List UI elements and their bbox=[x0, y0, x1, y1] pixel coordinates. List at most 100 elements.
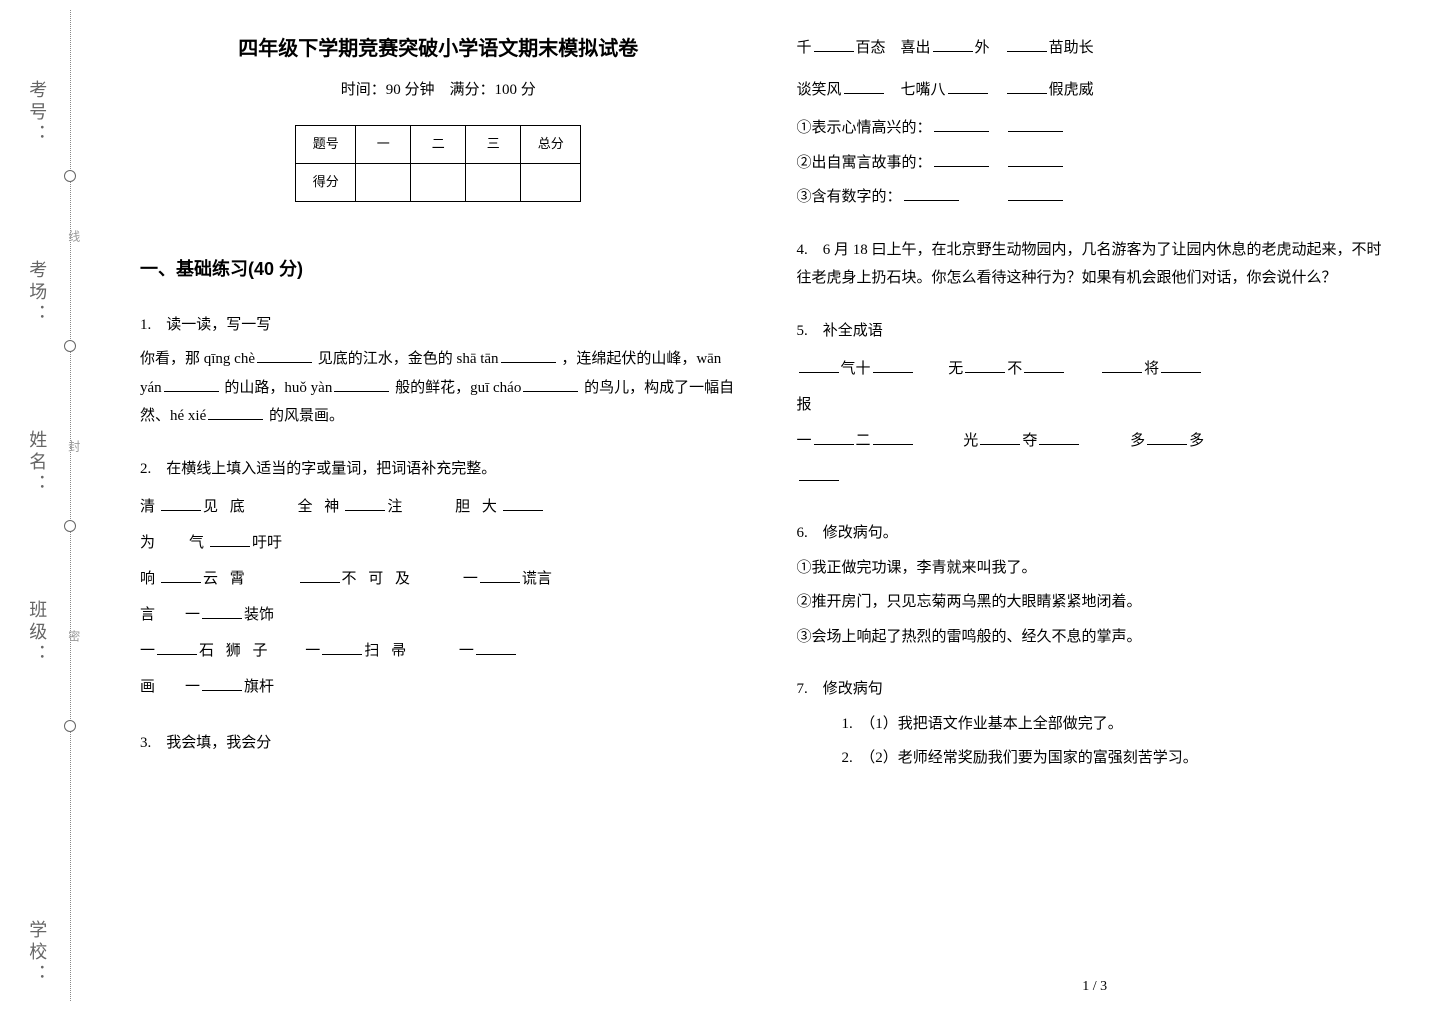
blank bbox=[1039, 427, 1079, 445]
side-label-name: 姓名： bbox=[20, 430, 54, 496]
w: 夺 bbox=[1022, 433, 1037, 449]
cut-word-xian: 线 bbox=[62, 230, 85, 244]
side-label-room: 考场： bbox=[20, 260, 54, 326]
opt-label: ③含有数字的： bbox=[797, 189, 902, 205]
page-body: 四年级下学期竞赛突破小学语文期末模拟试卷 时间：90 分钟 满分：100 分 题… bbox=[100, 0, 1433, 1011]
w: 云 霄 bbox=[203, 571, 249, 587]
q-body: 6 月 18 曰上午，在北京野生动物园内，几名游客为了让园内休息的老虎动起来，不… bbox=[797, 242, 1382, 287]
w: 气 bbox=[189, 535, 208, 551]
score-table: 题号 一 二 三 总分 得分 bbox=[295, 125, 581, 202]
exam-subtitle: 时间：90 分钟 满分：100 分 bbox=[140, 76, 737, 105]
gutter-circle bbox=[64, 720, 76, 732]
q-num: 5. bbox=[797, 323, 808, 339]
w: 为 bbox=[140, 535, 159, 551]
score-col: 二 bbox=[411, 125, 466, 163]
side-label-school: 学校： bbox=[20, 920, 54, 986]
w: 报 bbox=[797, 397, 812, 413]
w: 响 bbox=[140, 571, 159, 587]
blank bbox=[1008, 149, 1063, 167]
w: 画 bbox=[140, 679, 155, 695]
blank bbox=[210, 529, 250, 547]
q-num: 4. bbox=[797, 242, 808, 258]
w: 苗助长 bbox=[1049, 40, 1094, 56]
blank bbox=[1161, 355, 1201, 373]
blank bbox=[501, 345, 556, 363]
w: 不 bbox=[1007, 361, 1022, 377]
q1-text: 般的鲜花，guī cháo bbox=[395, 380, 521, 396]
q-num: 2. bbox=[140, 461, 151, 477]
dotted-cut-line bbox=[70, 10, 71, 1001]
w: 百态 喜出 bbox=[856, 40, 931, 56]
q-stem: 修改病句。 bbox=[823, 525, 898, 541]
sub-num: 2. bbox=[842, 750, 853, 766]
side-label-examno: 考号： bbox=[20, 80, 54, 146]
gutter-circle bbox=[64, 340, 76, 352]
w: 谈笑风 bbox=[797, 82, 842, 98]
q-stem: 修改病句 bbox=[823, 681, 883, 697]
w: 一 bbox=[459, 643, 474, 659]
blank bbox=[202, 673, 242, 691]
blank bbox=[345, 493, 385, 511]
blank bbox=[480, 565, 520, 583]
blank bbox=[965, 355, 1005, 373]
score-cell bbox=[411, 163, 466, 201]
question-4: 4. 6 月 18 曰上午，在北京野生动物园内，几名游客为了让园内休息的老虎动起… bbox=[797, 236, 1394, 299]
blank bbox=[164, 374, 219, 392]
blank bbox=[873, 427, 913, 445]
w: 胆 大 bbox=[455, 499, 501, 515]
q1-text: 的山路，huǒ yàn bbox=[224, 380, 332, 396]
w: 一 bbox=[463, 571, 478, 587]
question-1: 1. 读一读，写一写 你看，那 qīng chè 见底的江水，金色的 shā t… bbox=[140, 311, 737, 437]
q6-s1: ①我正做完功课，李青就来叫我了。 bbox=[797, 554, 1394, 583]
blank bbox=[1007, 76, 1047, 94]
blank bbox=[814, 34, 854, 52]
blank bbox=[202, 601, 242, 619]
score-cell bbox=[521, 163, 581, 201]
question-2: 2. 在横线上填入适当的字或量词，把词语补充完整。 清见 底 全 神注 胆 大 … bbox=[140, 455, 737, 712]
blank bbox=[873, 355, 913, 373]
w: 光 bbox=[963, 433, 978, 449]
blank bbox=[799, 355, 839, 373]
score-row-label: 得分 bbox=[296, 163, 356, 201]
w: 一 bbox=[140, 643, 155, 659]
w: 一 bbox=[185, 679, 200, 695]
w: 见 底 bbox=[203, 499, 249, 515]
sub-num: 1. bbox=[842, 716, 853, 732]
w: 假虎威 bbox=[1049, 82, 1094, 98]
blank bbox=[904, 183, 959, 201]
score-cell bbox=[466, 163, 521, 201]
q-stem: 我会填，我会分 bbox=[166, 735, 271, 751]
blank bbox=[934, 149, 989, 167]
blank bbox=[334, 374, 389, 392]
blank bbox=[1147, 427, 1187, 445]
question-7: 7. 修改病句 1. （1）我把语文作业基本上全部做完了。 2. （2）老师经常… bbox=[797, 675, 1394, 779]
question-3: 3. 我会填，我会分 bbox=[140, 729, 737, 764]
side-label-class: 班级： bbox=[20, 600, 54, 666]
w: 二 bbox=[856, 433, 871, 449]
blank bbox=[1102, 355, 1142, 373]
blank bbox=[322, 637, 362, 655]
blank bbox=[208, 402, 263, 420]
section-1-heading: 一、基础练习(40 分) bbox=[140, 252, 737, 286]
w: 石 狮 子 bbox=[199, 643, 272, 659]
sub-body: （2）老师经常奖励我们要为国家的富强刻苦学习。 bbox=[868, 750, 1198, 766]
q-stem: 补全成语 bbox=[823, 323, 883, 339]
opt-label: ①表示心情高兴的： bbox=[797, 120, 932, 136]
w: 多 bbox=[1130, 433, 1145, 449]
w: 扫 帚 bbox=[364, 643, 410, 659]
question-5: 5. 补全成语 气十 无不 将 报 一二 光夺 多多 bbox=[797, 317, 1394, 502]
w: 多 bbox=[1189, 433, 1204, 449]
score-col: 一 bbox=[356, 125, 411, 163]
score-col: 三 bbox=[466, 125, 521, 163]
w: 外 bbox=[975, 40, 990, 56]
left-column: 四年级下学期竞赛突破小学语文期末模拟试卷 时间：90 分钟 满分：100 分 题… bbox=[140, 30, 737, 1001]
q-num: 7. bbox=[797, 681, 808, 697]
blank bbox=[814, 427, 854, 445]
blank bbox=[503, 493, 543, 511]
w: 全 神 bbox=[298, 499, 344, 515]
blank bbox=[844, 76, 884, 94]
w: 装饰 bbox=[244, 607, 274, 623]
blank bbox=[300, 565, 340, 583]
q1-text: 你看，那 qīng chè bbox=[140, 351, 255, 367]
question-6: 6. 修改病句。 ①我正做完功课，李青就来叫我了。 ②推开房门，只见忘菊两乌黑的… bbox=[797, 519, 1394, 657]
